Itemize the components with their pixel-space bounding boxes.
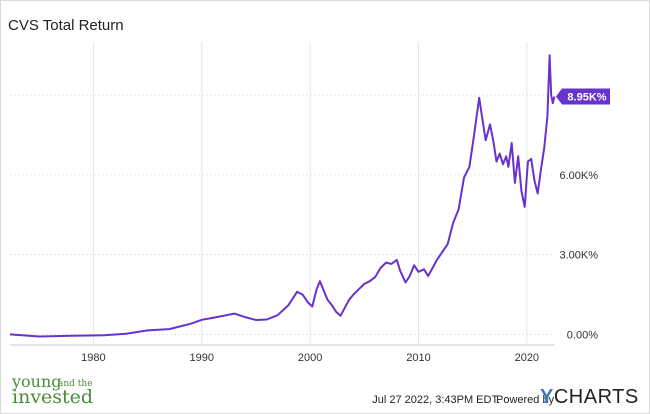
x-tick-label: 2010 <box>406 352 430 364</box>
x-tick-label: 1990 <box>190 352 214 364</box>
ycharts-y-mark: Y <box>540 386 554 408</box>
series-line <box>9 54 556 338</box>
ycharts-wordmark: CHARTS <box>553 386 639 408</box>
x-tick-label: 1980 <box>81 352 105 364</box>
logo-word-and-the: and the <box>58 379 93 389</box>
logo-word-young: young <box>12 372 62 391</box>
timestamp: Jul 27 2022, 3:43PM EDT. <box>372 394 500 406</box>
y-tick-label: 6.00K% <box>559 170 598 182</box>
young-and-the-invested-logo: young and the invested <box>12 374 93 407</box>
logo-word-invested: invested <box>12 386 94 408</box>
ycharts-logo[interactable]: YCHARTS <box>540 386 639 409</box>
last-value-badge <box>556 88 610 105</box>
powered-by-label: Powered by <box>496 394 555 406</box>
last-value-label: 8.95K% <box>567 91 606 103</box>
y-tick-label: 0.00% <box>567 329 598 341</box>
chart-title: CVS Total Return <box>8 17 124 34</box>
y-tick-label: 3.00K% <box>559 250 598 262</box>
x-tick-label: 2000 <box>298 352 322 364</box>
x-tick-label: 2020 <box>515 352 539 364</box>
